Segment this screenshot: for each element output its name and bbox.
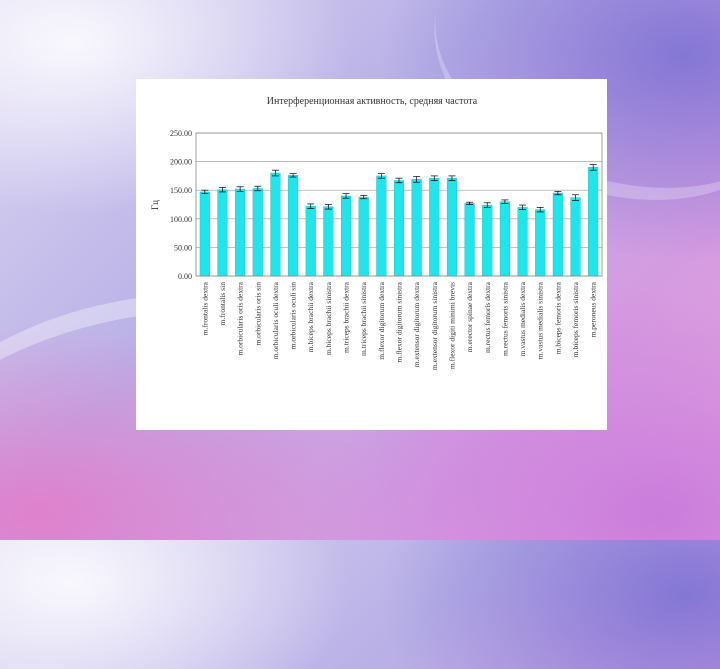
x-tick-label: m.triceps brachii dextra: [342, 281, 351, 353]
y-tick-label: 100.00: [170, 215, 192, 224]
x-tick-label: m.peroneus dextra: [589, 281, 598, 337]
x-axis-labels: m.frontalis dextra m.frontalis sin m.orbic…: [200, 281, 597, 370]
bar: [358, 196, 369, 277]
x-tick-label: m.rectus femoris sinistra: [500, 281, 509, 356]
bar: [323, 206, 334, 277]
x-tick-label: m.flexor digitorum dextra: [377, 281, 386, 359]
bar: [570, 197, 581, 277]
y-axis-ticks: 0.00 50.00 100.00 150.00 200.00 250.00: [170, 129, 192, 281]
bar: [482, 204, 493, 277]
x-tick-label: m.vastus medialis sinistra: [536, 281, 545, 359]
y-tick-label: 50.00: [174, 243, 192, 252]
bar: [199, 191, 210, 277]
x-tick-label: m.biceps brachii sinistra: [324, 281, 333, 355]
bar: [588, 167, 599, 277]
x-tick-label: m.erector spinae dextra: [465, 281, 474, 352]
chart-panel: Интерференционная активность, средняя ча…: [136, 79, 607, 430]
y-tick-label: 250.00: [170, 129, 192, 138]
x-tick-label: m.biceps brachii dextra: [306, 281, 315, 352]
bar: [376, 175, 387, 277]
bar: [235, 188, 246, 277]
x-tick-label: m.frontalis dextra: [200, 281, 209, 335]
plot-area-frame: [195, 132, 603, 277]
bar: [552, 192, 563, 277]
bar: [340, 195, 352, 277]
x-tick-label: m.biceps femoris dextra: [553, 281, 562, 354]
x-tick-label: m.triceps brachii sinistra: [359, 281, 368, 356]
bar-chart: Интерференционная активность, средняя ча…: [150, 96, 603, 370]
bar: [270, 172, 281, 277]
x-tick-label: m.orbicularis oris dextra: [236, 281, 245, 355]
x-tick-label: m.orbicularis oculi dextra: [271, 281, 280, 359]
x-tick-label: m.vastus medialis dextra: [518, 281, 527, 356]
x-tick-label: m.flexor digiti minimi brevis: [447, 282, 456, 369]
bar: [393, 180, 405, 277]
bar: [217, 189, 228, 277]
bar: [517, 207, 528, 277]
y-tick-label: 0.00: [178, 272, 192, 281]
x-tick-label: m.orbicularis oculi sin: [289, 282, 298, 350]
bars: [199, 164, 599, 277]
bar: [305, 206, 316, 277]
bar: [429, 177, 440, 277]
x-tick-label: m.extensor digitorum sinistra: [430, 281, 439, 370]
bar: [464, 203, 475, 277]
x-tick-label: m.orbicularis oris sin: [253, 282, 262, 346]
x-tick-label: m.biceps femoris sinistra: [571, 281, 580, 357]
bar: [411, 179, 422, 277]
bar: [288, 175, 299, 277]
bar: [446, 177, 458, 277]
y-tick-label: 150.00: [170, 186, 192, 195]
bar: [499, 201, 510, 277]
bar: [535, 209, 546, 277]
chart-title: Интерференционная активность, средняя ча…: [267, 96, 478, 107]
x-tick-label: m.extensor digitorum dextra: [412, 281, 421, 367]
x-tick-label: m.flexor digitorum sinistra: [395, 281, 404, 362]
bar: [252, 188, 263, 277]
y-axis-label: Гц: [150, 200, 160, 210]
x-tick-label: m.rectus femoris dextra: [483, 281, 492, 353]
y-tick-label: 200.00: [170, 158, 192, 167]
x-tick-label: m.frontalis sin: [218, 282, 227, 326]
